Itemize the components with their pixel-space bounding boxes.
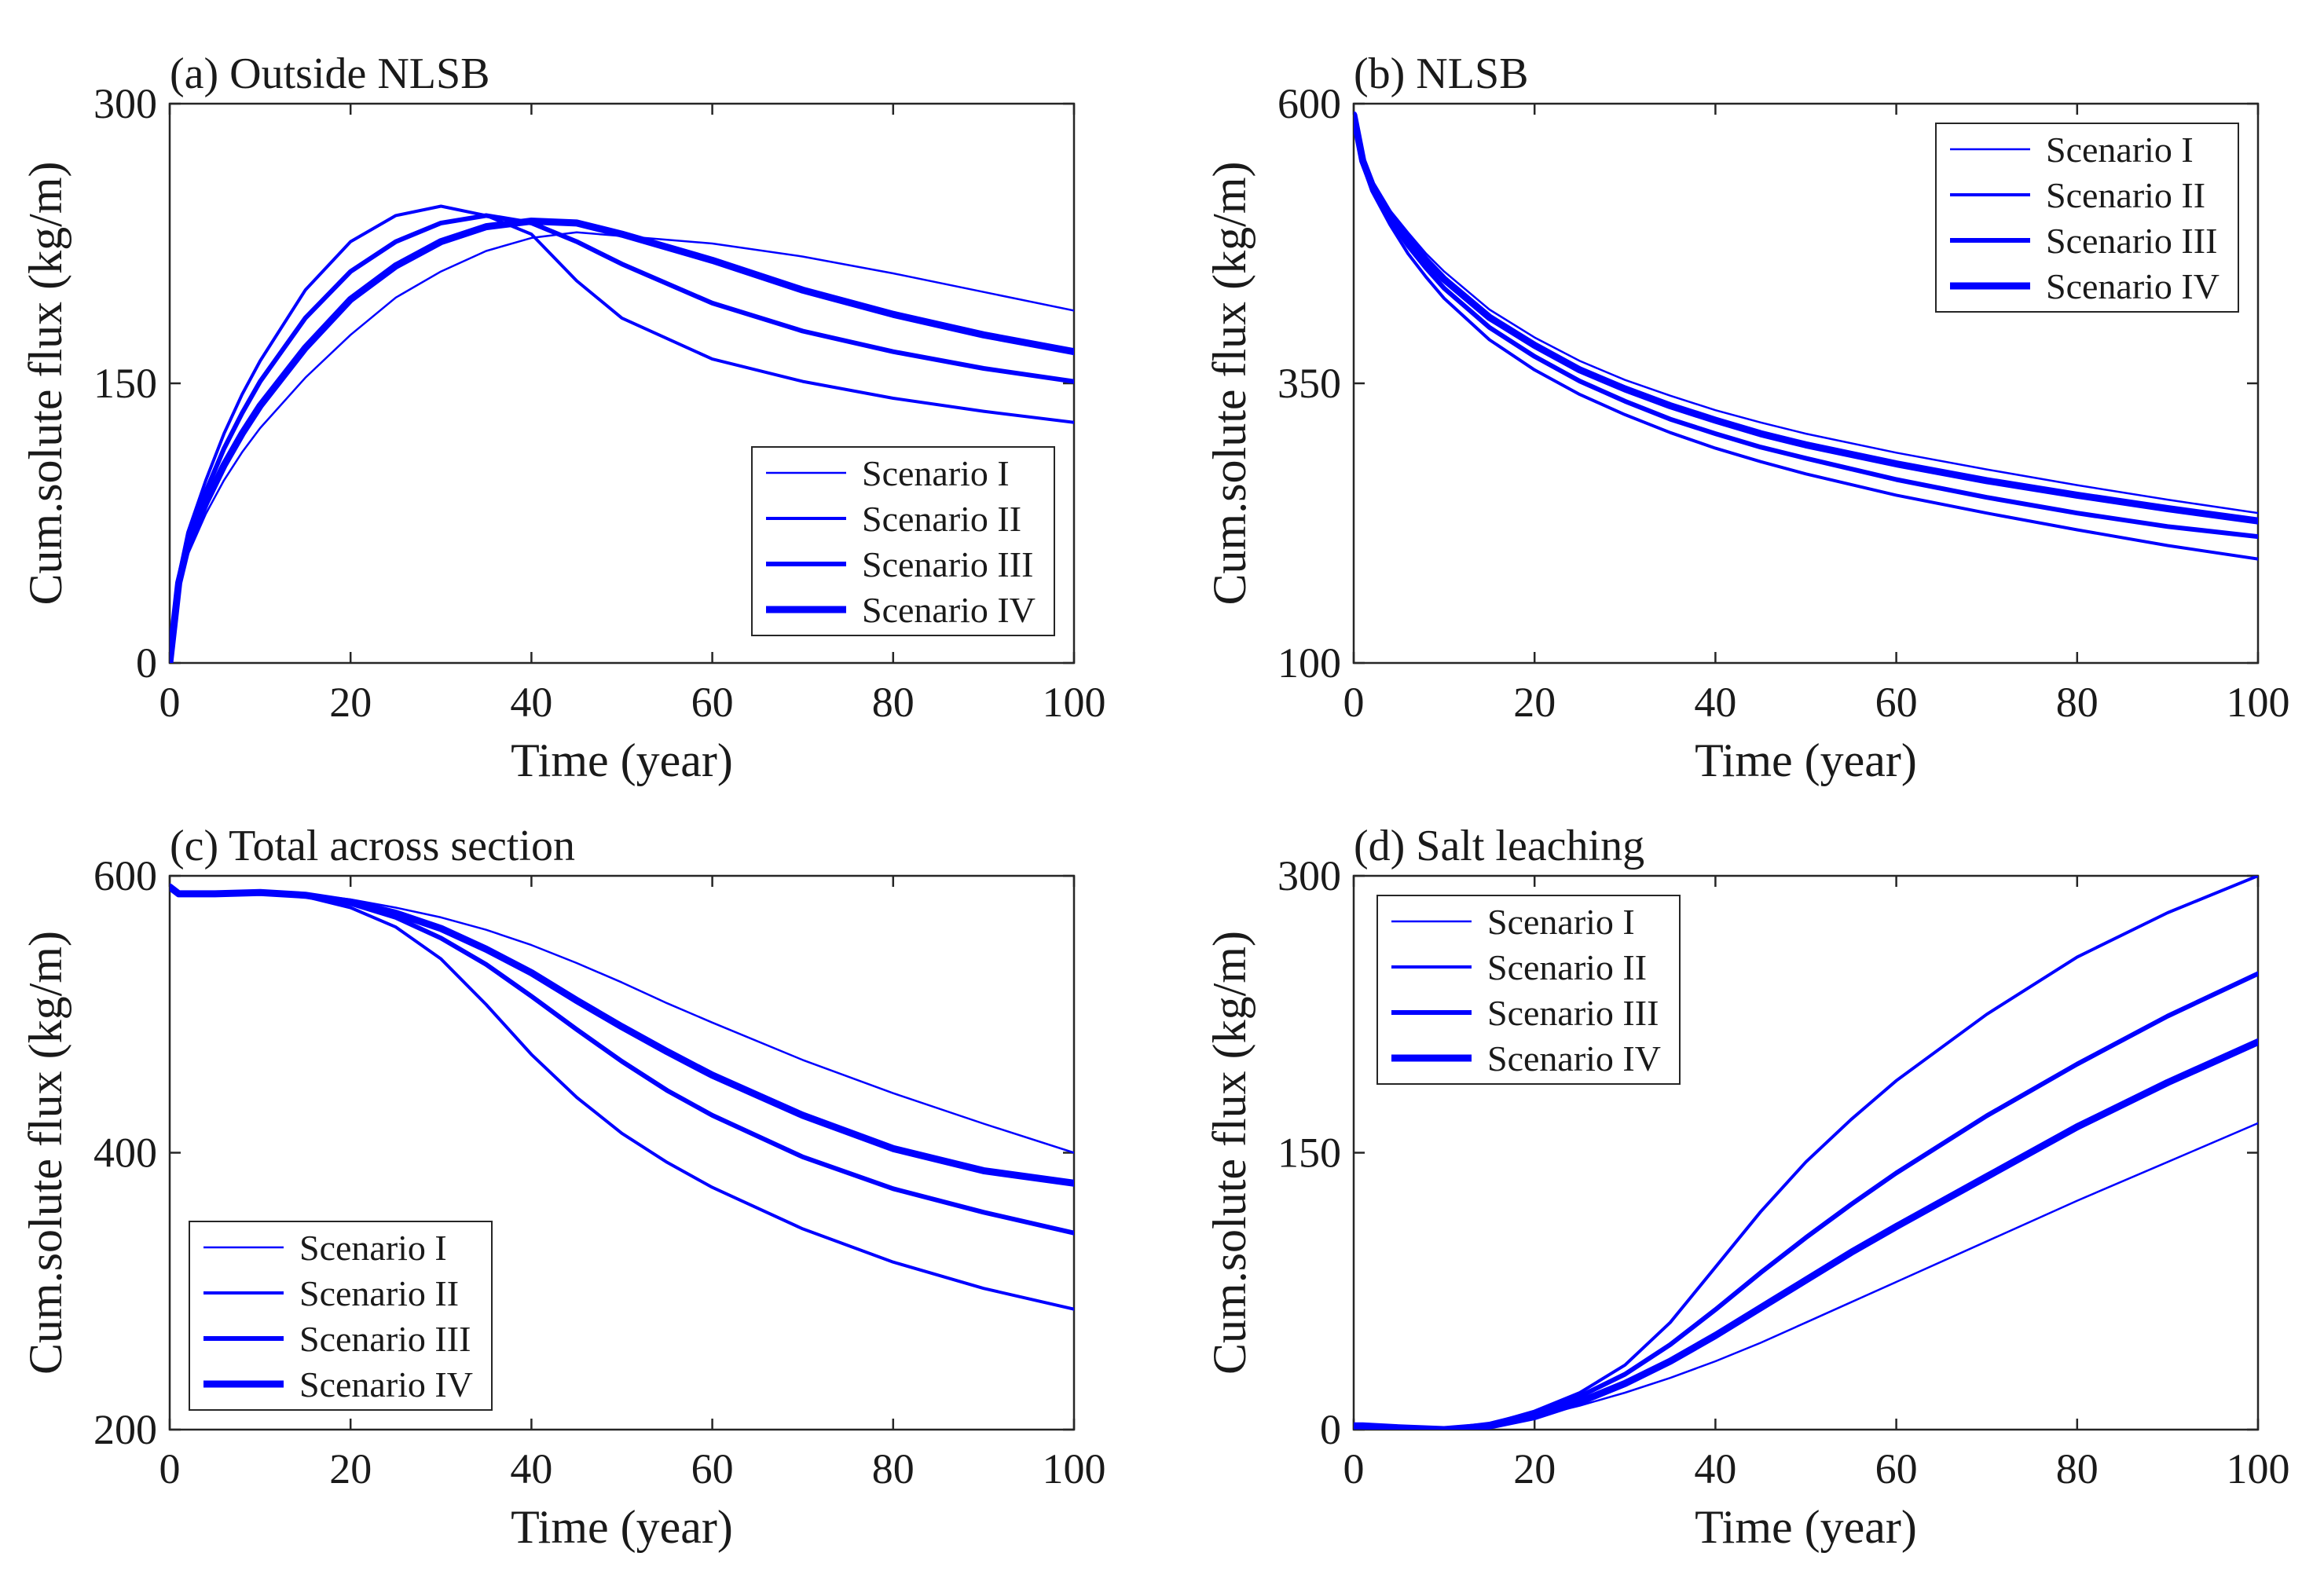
series-line-scenario-1 [170,231,1074,663]
legend-label: Scenario III [299,1319,471,1359]
x-tick-label: 40 [1694,679,1736,726]
x-tick-label: 100 [1043,679,1106,726]
legend-label: Scenario I [862,453,1010,493]
x-tick-label: 60 [1875,1445,1918,1492]
series-line-scenario-2 [1354,113,2258,561]
legend-label: Scenario III [1487,993,1659,1033]
x-tick-label: 20 [329,1445,372,1492]
x-tick-label: 20 [1513,1445,1556,1492]
y-tick-label: 100 [1277,639,1341,687]
panel-1: 0 20 40 60 80 100 0 150 300 (a) Outside NLSB Time … [20,49,1106,786]
legend-label: Scenario III [862,544,1033,584]
y-tick-label: 300 [93,80,157,127]
legend: Scenario I Scenario II Scenario III Scenari… [1376,895,1681,1085]
x-tick-label: 60 [691,679,734,726]
legend-label: Scenario IV [1487,1038,1661,1078]
legend-label: Scenario III [2046,221,2217,261]
legend-box [1376,895,1681,1085]
x-tick-label: 80 [872,679,915,726]
x-tick-label: 20 [1513,679,1556,726]
x-tick-label: 100 [2227,1445,2290,1492]
x-tick-label: 60 [1875,679,1918,726]
legend-label: Scenario II [299,1273,459,1313]
x-axis-label: Time (year) [1695,1501,1917,1553]
series-line-scenario-2 [170,204,1074,663]
y-tick-label: 350 [1277,360,1341,407]
series-group [170,204,1074,663]
series-group [1354,876,2258,1430]
legend-box [1935,123,2239,313]
y-axis-label: Cum.solute flux (kg/m) [20,162,71,606]
y-tick-label: 0 [136,639,157,687]
x-axis-label: Time (year) [511,734,733,786]
series-line-scenario-4 [170,883,1074,1187]
x-tick-label: 40 [510,1445,552,1492]
y-tick-label: 150 [1277,1130,1341,1177]
series-line-scenario-4 [170,218,1074,663]
series-group [1354,111,2258,561]
panel-title: (a) Outside NLSB [170,49,490,98]
y-tick-label: 200 [93,1406,157,1453]
x-tick-label: 60 [691,1445,734,1492]
y-axis-label: Cum.solute flux (kg/m) [1204,162,1255,606]
legend-label: Scenario II [862,499,1021,539]
legend: Scenario I Scenario II Scenario III Scenari… [751,446,1055,636]
x-tick-label: 100 [1043,1445,1106,1492]
series-line-scenario-4 [1354,111,2258,525]
legend-label: Scenario IV [299,1364,473,1404]
x-axis-label: Time (year) [1695,734,1917,786]
y-axis-label: Cum.solute flux (kg/m) [20,931,71,1375]
x-tick-label: 40 [510,679,552,726]
x-tick-label: 0 [1343,1445,1365,1492]
x-tick-label: 0 [1343,679,1365,726]
legend-label: Scenario IV [862,590,1036,630]
y-tick-label: 0 [1320,1406,1341,1453]
x-tick-label: 40 [1694,1445,1736,1492]
legend-label: Scenario II [1487,947,1647,987]
x-tick-label: 100 [2227,679,2290,726]
x-axis-label: Time (year) [511,1501,733,1553]
legend-label: Scenario II [2046,175,2205,215]
series-line-scenario-1 [170,885,1074,1154]
panel-2: 0 20 40 60 80 100 100 350 600 (b) NLSB Time (year)… [1204,49,2290,786]
x-tick-label: 20 [329,679,372,726]
y-tick-label: 600 [93,852,157,899]
legend-label: Scenario I [299,1228,447,1268]
panel-4: 0 20 40 60 80 100 0 150 300 (d) Salt leaching Time… [1204,822,2290,1553]
series-line-scenario-3 [170,213,1074,663]
x-tick-label: 0 [159,679,181,726]
legend-label: Scenario IV [2046,266,2220,306]
legend-label: Scenario I [2046,130,2194,170]
series-line-scenario-4 [1354,1038,2258,1430]
legend: Scenario I Scenario II Scenario III Scenari… [1935,123,2239,313]
y-tick-label: 300 [1277,852,1341,899]
series-group [170,883,1074,1311]
panel-3: 0 20 40 60 80 100 200 400 600 (c) Total across se… [20,822,1106,1553]
y-axis-label: Cum.solute flux (kg/m) [1204,931,1255,1375]
y-tick-label: 600 [1277,80,1341,127]
panel-title: (c) Total across section [170,822,575,870]
x-tick-label: 80 [2056,1445,2099,1492]
y-tick-label: 150 [93,360,157,407]
panel-title: (d) Salt leaching [1354,822,1644,870]
legend-box [751,446,1055,636]
x-tick-label: 80 [872,1445,915,1492]
series-line-scenario-3 [170,884,1074,1236]
panel-title: (b) NLSB [1354,49,1528,98]
x-tick-label: 0 [159,1445,181,1492]
legend-box [189,1221,493,1411]
y-tick-label: 400 [93,1130,157,1177]
legend-label: Scenario I [1487,902,1635,942]
legend: Scenario I Scenario II Scenario III Scenari… [189,1221,493,1411]
x-tick-label: 80 [2056,679,2099,726]
